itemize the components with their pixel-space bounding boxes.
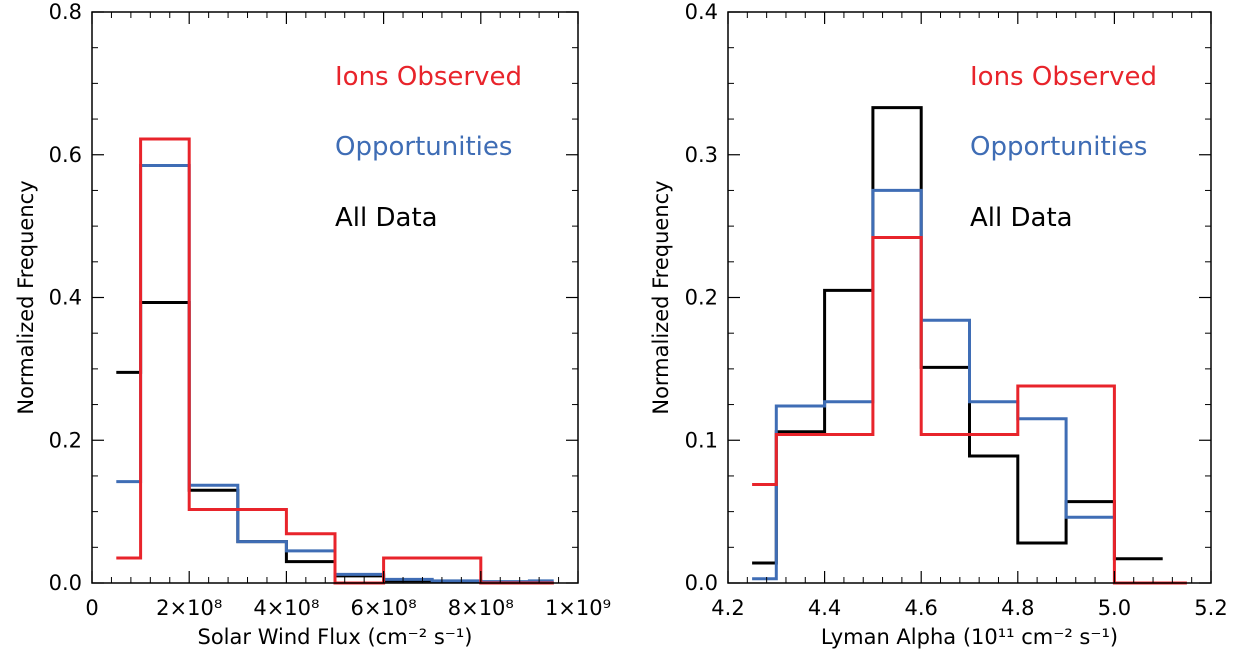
chart-panel-1: 0 2×10⁸ 4×10⁸ 6×10⁸ 8×10⁸ 1×10⁹ 0.0 0.2 0.4 0.6 0.… <box>14 0 611 649</box>
x-tick-label: 2×10⁸ <box>156 596 222 620</box>
legend-entry-all-data: All Data <box>970 203 1073 233</box>
x-tick-label: 4.4 <box>808 596 841 620</box>
x-tick-label: 0 <box>85 596 98 620</box>
x-tick-label: 5.0 <box>1098 596 1131 620</box>
y-axis-title: Normalized Frequency <box>14 180 38 414</box>
x-tick-label: 1×10⁹ <box>545 596 611 620</box>
chart-panel-2: 4.2 4.4 4.6 4.8 5.0 5.2 0.0 0.1 0.2 0.3 0.4 Lyman A… <box>649 0 1228 649</box>
legend-entry-all-data: All Data <box>335 203 438 233</box>
y-tick-label: 0.0 <box>685 571 718 595</box>
series-line-all-data <box>752 106 1163 565</box>
series-line-ions-observed <box>116 137 554 585</box>
plot-frame <box>91 11 579 584</box>
x-axis-title: Lyman Alpha (10¹¹ cm⁻² s⁻¹) <box>821 625 1118 649</box>
y-tick-label: 0.6 <box>49 143 82 167</box>
y-tick-label: 0.2 <box>49 428 82 452</box>
x-tick-label: 4×10⁸ <box>253 596 319 620</box>
x-axis-title: Solar Wind Flux (cm⁻² s⁻¹) <box>198 625 473 649</box>
legend-entry-ions-observed: Ions Observed <box>335 62 522 92</box>
x-tick-label: 4.8 <box>1001 596 1034 620</box>
y-tick-label: 0.1 <box>685 428 718 452</box>
legend-entry-opportunities: Opportunities <box>970 132 1147 162</box>
y-tick-label: 0.4 <box>49 286 82 310</box>
x-tick-label: 6×10⁸ <box>351 596 417 620</box>
y-tick-label: 0.3 <box>685 143 718 167</box>
legend-entry-ions-observed: Ions Observed <box>970 62 1157 92</box>
y-tick-label: 0.2 <box>685 286 718 310</box>
x-tick-label: 4.2 <box>711 596 744 620</box>
y-axis-title: Normalized Frequency <box>649 180 673 414</box>
series-line-ions-observed <box>752 236 1187 585</box>
plot-frame <box>727 11 1212 584</box>
x-tick-label: 5.2 <box>1194 596 1227 620</box>
x-tick-label: 4.6 <box>904 596 937 620</box>
legend-entry-opportunities: Opportunities <box>335 132 512 162</box>
y-tick-label: 0.4 <box>685 0 718 24</box>
y-tick-label: 0.8 <box>49 0 82 24</box>
y-tick-label: 0.0 <box>49 571 82 595</box>
x-tick-label: 8×10⁸ <box>448 596 514 620</box>
